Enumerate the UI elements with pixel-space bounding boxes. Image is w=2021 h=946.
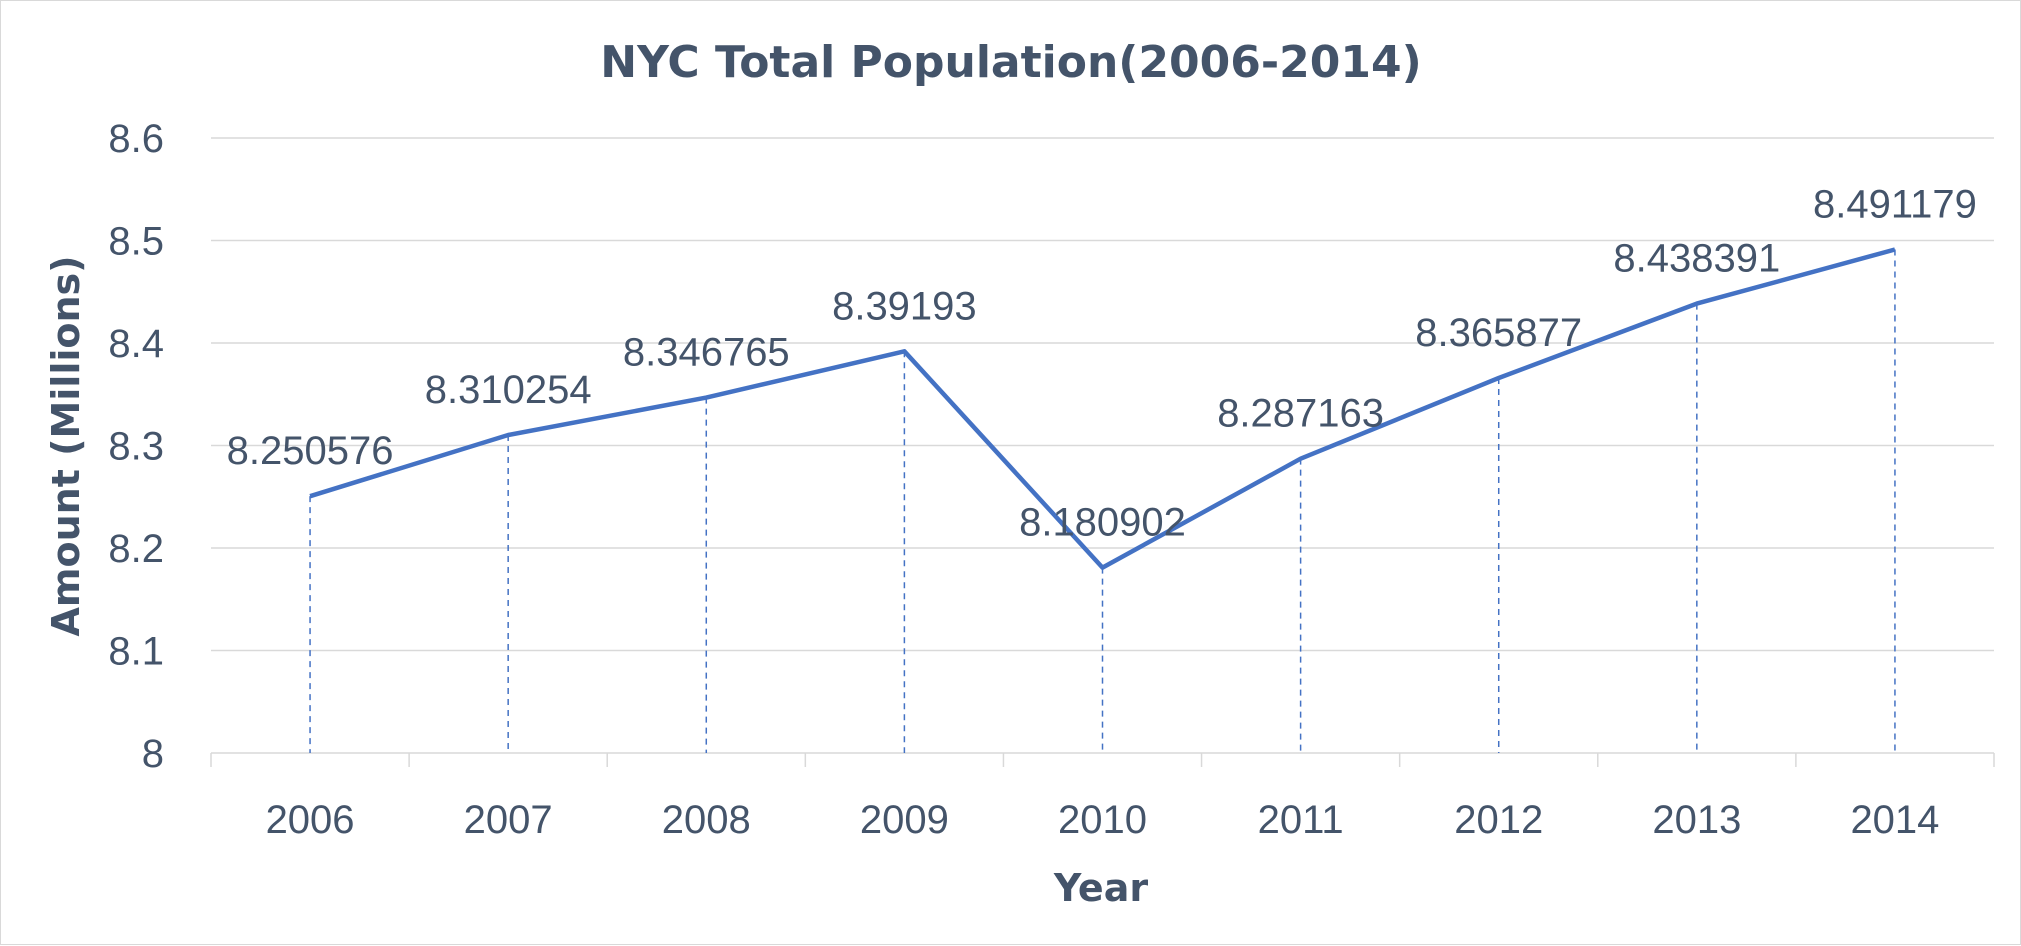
x-tick-label: 2006 <box>266 798 355 842</box>
x-tick-label: 2008 <box>662 798 751 842</box>
data-label: 8.287163 <box>1217 392 1384 436</box>
y-tick-label: 8.2 <box>108 527 164 571</box>
y-tick-label: 8.4 <box>108 322 164 366</box>
drop-lines <box>309 249 1896 753</box>
data-label: 8.346765 <box>623 331 790 375</box>
data-label: 8.365877 <box>1415 311 1582 355</box>
series-line <box>309 247 1896 570</box>
y-axis-title: Amount (Millions) <box>44 255 88 636</box>
y-tick-label: 8.1 <box>108 630 164 674</box>
y-axis-ticks: 8 8.1 8.2 8.3 8.4 8.5 8.6 <box>108 117 164 776</box>
x-axis-title: Year <box>1053 866 1148 910</box>
x-tick-label: 2011 <box>1258 798 1344 842</box>
data-label: 8.310254 <box>425 368 592 412</box>
data-labels: 8.250576 8.310254 8.346765 8.39193 8.180902 8… <box>227 183 1977 545</box>
x-tick-label: 2010 <box>1058 798 1147 842</box>
y-tick-label: 8.5 <box>108 220 164 264</box>
x-tick-label: 2014 <box>1850 798 1939 842</box>
data-label: 8.250576 <box>227 429 394 473</box>
data-label: 8.438391 <box>1613 237 1780 281</box>
data-label: 8.39193 <box>832 284 977 328</box>
y-tick-label: 8 <box>142 732 164 776</box>
y-tick-label: 8.6 <box>108 117 164 161</box>
x-tick-label: 2007 <box>464 798 553 842</box>
x-tick-label: 2013 <box>1652 798 1741 842</box>
x-tick-label: 2012 <box>1454 798 1543 842</box>
chart-title: NYC Total Population(2006-2014) <box>600 37 1421 88</box>
x-tick-label: 2009 <box>860 798 949 842</box>
x-axis: 2006 2007 2008 2009 2010 2011 2012 2013 2014 <box>210 752 1995 842</box>
data-label: 8.180902 <box>1019 501 1186 545</box>
data-label: 8.491179 <box>1813 183 1977 227</box>
y-tick-label: 8.3 <box>108 425 164 469</box>
series-layer <box>309 247 1896 570</box>
